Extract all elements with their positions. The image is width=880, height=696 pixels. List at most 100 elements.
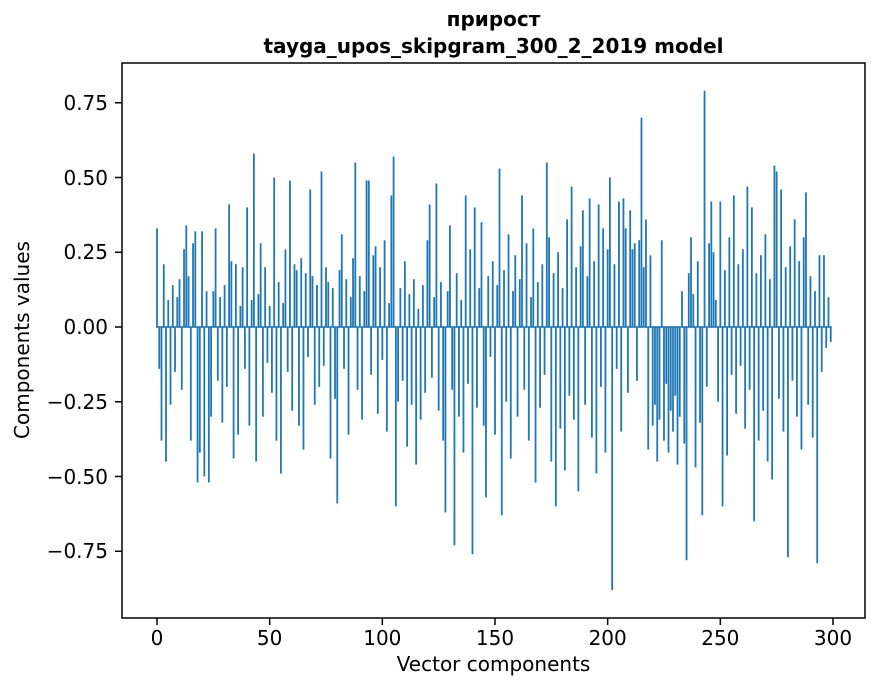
bar bbox=[798, 261, 801, 327]
bar bbox=[818, 255, 821, 327]
bar bbox=[435, 183, 438, 327]
bar bbox=[575, 267, 578, 327]
bar bbox=[703, 90, 706, 327]
plot-spines bbox=[121, 62, 866, 619]
bar bbox=[683, 327, 686, 444]
bar bbox=[624, 228, 627, 327]
bar bbox=[563, 327, 566, 471]
bar bbox=[372, 255, 375, 327]
bar bbox=[286, 327, 289, 372]
bar bbox=[307, 327, 309, 357]
bar bbox=[376, 327, 379, 414]
bar bbox=[460, 300, 463, 327]
bar bbox=[158, 327, 161, 369]
bar bbox=[521, 195, 523, 327]
bar bbox=[539, 327, 541, 408]
bar bbox=[609, 177, 611, 327]
bar bbox=[633, 243, 636, 327]
bar bbox=[412, 279, 415, 327]
bar bbox=[180, 327, 183, 390]
bar bbox=[809, 276, 812, 327]
bar bbox=[176, 297, 179, 327]
bar bbox=[334, 327, 336, 399]
bar bbox=[787, 327, 789, 558]
bar bbox=[255, 327, 258, 462]
bar bbox=[654, 327, 656, 405]
bar bbox=[584, 327, 587, 405]
bar bbox=[780, 189, 783, 327]
bar bbox=[298, 327, 300, 426]
bar bbox=[699, 327, 701, 423]
bar bbox=[325, 267, 327, 327]
bar bbox=[561, 288, 564, 327]
bar bbox=[358, 276, 361, 327]
bar bbox=[280, 327, 282, 474]
bar bbox=[385, 327, 388, 432]
bar bbox=[185, 225, 188, 327]
bar bbox=[160, 327, 163, 441]
bar bbox=[440, 282, 442, 327]
bar bbox=[480, 222, 483, 327]
bar bbox=[352, 258, 354, 327]
bar bbox=[388, 303, 390, 327]
bar bbox=[347, 327, 350, 435]
zero-line bbox=[156, 326, 832, 328]
bar bbox=[726, 327, 728, 456]
bar bbox=[252, 153, 255, 327]
bar bbox=[550, 327, 553, 462]
bar bbox=[469, 249, 472, 327]
bar bbox=[212, 291, 215, 327]
y-tick-label: 0.25 bbox=[63, 240, 108, 265]
bar bbox=[401, 327, 404, 381]
bar bbox=[370, 327, 372, 375]
bar bbox=[645, 219, 647, 327]
chart-title-line-1: прирост bbox=[446, 7, 541, 31]
bar bbox=[530, 297, 532, 327]
bar bbox=[572, 327, 575, 420]
bar bbox=[156, 228, 158, 327]
bar bbox=[431, 327, 433, 378]
bar bbox=[415, 327, 418, 465]
x-tick-label: 250 bbox=[701, 626, 740, 650]
bar bbox=[782, 327, 785, 432]
bar bbox=[719, 201, 722, 327]
bar bbox=[636, 327, 638, 381]
bar bbox=[651, 327, 654, 426]
bar bbox=[410, 327, 413, 405]
y-tick-label: −0.75 bbox=[46, 539, 108, 564]
bar bbox=[536, 282, 539, 327]
bar bbox=[509, 327, 512, 459]
bar bbox=[442, 327, 445, 441]
bar bbox=[313, 327, 316, 405]
bar bbox=[379, 267, 381, 327]
bar bbox=[595, 327, 598, 474]
bar bbox=[714, 300, 717, 327]
bar bbox=[674, 327, 677, 396]
bar bbox=[681, 291, 683, 327]
bar bbox=[534, 327, 537, 483]
bar bbox=[764, 234, 767, 327]
y-axis-label: Components values bbox=[10, 241, 35, 439]
bar bbox=[750, 207, 753, 327]
bar bbox=[532, 228, 535, 327]
bar bbox=[246, 207, 249, 327]
bar bbox=[300, 258, 303, 327]
bar bbox=[203, 327, 206, 477]
bar bbox=[708, 243, 710, 327]
bar bbox=[223, 285, 226, 327]
bar bbox=[640, 117, 643, 327]
bar bbox=[381, 327, 384, 360]
bar bbox=[232, 327, 235, 459]
bar bbox=[642, 267, 645, 327]
bar bbox=[568, 327, 571, 396]
bar bbox=[187, 276, 190, 327]
bar bbox=[667, 327, 670, 453]
bar bbox=[649, 255, 652, 327]
bar bbox=[773, 165, 776, 327]
bar bbox=[717, 327, 719, 402]
y-tick-label: −0.25 bbox=[46, 389, 108, 414]
bar bbox=[685, 327, 688, 561]
bar bbox=[500, 327, 503, 516]
bar bbox=[721, 327, 724, 507]
bar bbox=[302, 327, 305, 450]
